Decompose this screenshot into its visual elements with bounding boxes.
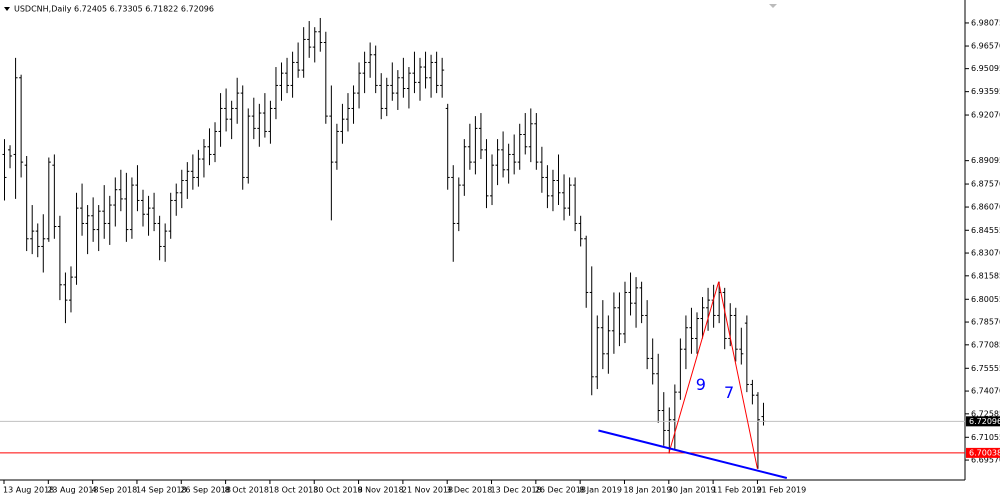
- y-tick-label: 6.81585: [971, 271, 1000, 280]
- x-tick-label: 21 Nov 2018: [402, 486, 453, 495]
- y-tick-label: 6.87570: [971, 180, 1000, 189]
- y-tick-label: 6.80055: [971, 295, 1000, 304]
- price-label: 6.70038: [969, 448, 1000, 457]
- x-tick-label: 26 Dec 2018: [535, 486, 586, 495]
- y-tick-label: 6.69570: [971, 456, 1000, 465]
- price-box: [966, 447, 1000, 458]
- x-tick-label: 18 Oct 2018: [269, 486, 318, 495]
- x-tick-label: 26 Sep 2018: [180, 486, 231, 495]
- y-tick-label: 6.77085: [971, 340, 1000, 349]
- x-tick-label: 18 Jan 2019: [623, 486, 671, 495]
- y-tick-label: 6.78570: [971, 318, 1000, 327]
- y-tick-label: 6.89095: [971, 156, 1000, 165]
- x-tick-label: 9 Nov 2018: [358, 486, 404, 495]
- scroll-marker: [769, 4, 777, 8]
- x-tick-label: 4 Sep 2018: [92, 486, 138, 495]
- y-tick-label: 6.93595: [971, 87, 1000, 96]
- wave-label: 7: [724, 383, 734, 402]
- y-tick-label: 6.75555: [971, 364, 1000, 373]
- y-tick-label: 6.74070: [971, 387, 1000, 396]
- y-tick-label: 6.98075: [971, 18, 1000, 27]
- x-tick-label: 23 Aug 2018: [47, 486, 98, 495]
- y-tick-label: 6.92070: [971, 111, 1000, 120]
- price-box: [966, 416, 1000, 427]
- price-label: 6.72096: [969, 417, 1000, 426]
- x-tick-label: 21 Feb 2019: [756, 486, 806, 495]
- y-tick-label: 6.83070: [971, 249, 1000, 258]
- y-tick-label: 6.84555: [971, 226, 1000, 235]
- menu-icon: [4, 7, 10, 11]
- x-tick-label: 30 Oct 2018: [313, 486, 362, 495]
- y-tick-label: 6.95095: [971, 64, 1000, 73]
- x-tick-label: 8 Oct 2018: [225, 486, 269, 495]
- x-tick-label: 11 Feb 2019: [712, 486, 762, 495]
- x-tick-label: 30 Jan 2019: [668, 486, 716, 495]
- chart-title: USDCNH,Daily 6.72405 6.73305 6.71822 6.7…: [14, 5, 214, 14]
- x-tick-label: 14 Sep 2018: [136, 486, 187, 495]
- x-tick-label: 3 Dec 2018: [446, 486, 492, 495]
- x-tick-label: 13 Aug 2018: [3, 486, 54, 495]
- x-tick-label: 8 Jan 2019: [579, 486, 622, 495]
- y-tick-label: 6.86070: [971, 203, 1000, 212]
- y-tick-label: 6.96570: [971, 42, 1000, 51]
- trend-line: [598, 429, 788, 479]
- y-tick-label: 6.72585: [971, 409, 1000, 418]
- wave-label: 9: [696, 375, 706, 394]
- y-tick-label: 6.71055: [971, 433, 1000, 442]
- x-tick-label: 13 Dec 2018: [491, 486, 542, 495]
- trend-line: [668, 281, 758, 469]
